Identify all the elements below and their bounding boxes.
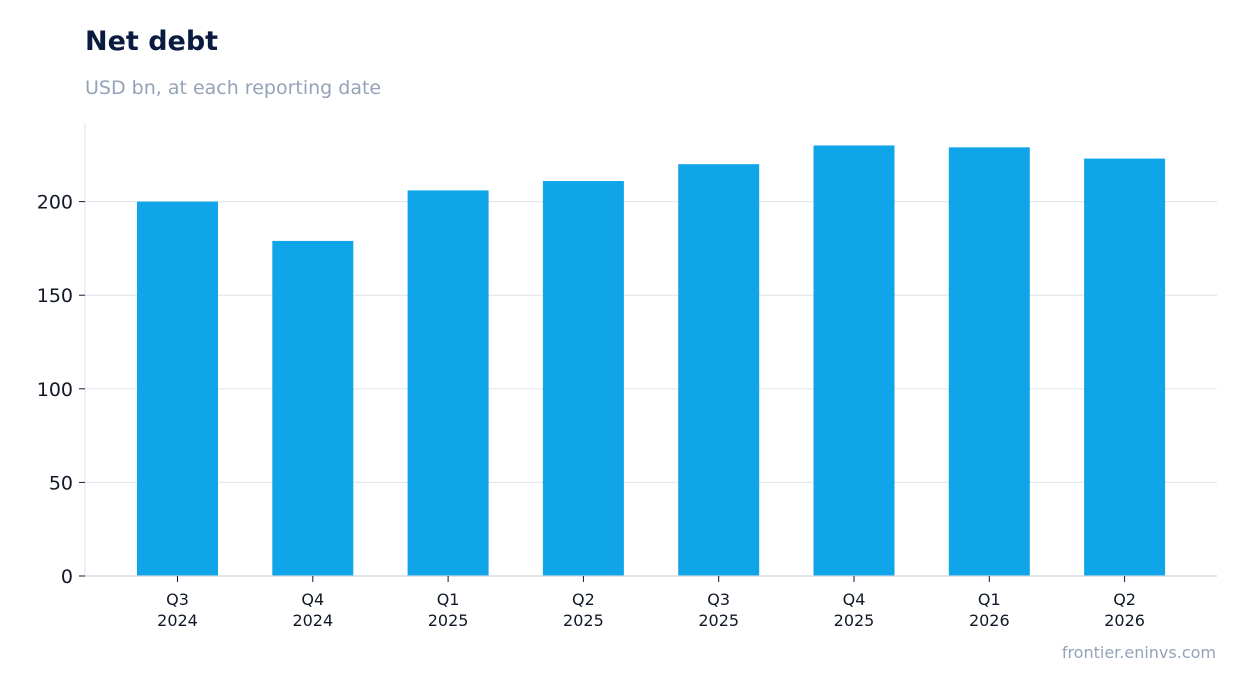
x-tick-label-year: 2025 bbox=[698, 611, 739, 630]
y-tick-label: 200 bbox=[37, 192, 73, 214]
x-tick-label-year: 2025 bbox=[563, 611, 604, 630]
x-tick-label-quarter: Q2 bbox=[1113, 590, 1136, 609]
y-axis-ticks: 0 50 100 150 200 bbox=[37, 192, 85, 588]
x-tick-label-quarter: Q2 bbox=[572, 590, 595, 609]
x-tick-label-year: 2025 bbox=[834, 611, 875, 630]
source-label: frontier.eninvs.com bbox=[1061, 643, 1216, 662]
bar bbox=[948, 147, 1030, 576]
bars bbox=[137, 145, 1166, 577]
chart-title: Net debt bbox=[85, 26, 219, 57]
y-tick-label: 50 bbox=[49, 472, 73, 494]
bar bbox=[542, 181, 624, 576]
chart-subtitle: USD bn, at each reporting date bbox=[85, 77, 382, 99]
axes bbox=[84, 123, 1217, 577]
x-tick-label-quarter: Q4 bbox=[843, 590, 866, 609]
bar bbox=[407, 190, 489, 576]
x-tick-label-year: 2024 bbox=[292, 611, 333, 630]
bar bbox=[1084, 158, 1166, 577]
x-tick-label-year: 2026 bbox=[969, 611, 1010, 630]
y-tick-label: 0 bbox=[61, 566, 73, 588]
x-tick-label-quarter: Q1 bbox=[978, 590, 1001, 609]
bar bbox=[678, 164, 760, 576]
y-tick-label: 150 bbox=[37, 285, 73, 307]
grid-lines bbox=[85, 201, 1217, 484]
x-tick-label-year: 2024 bbox=[157, 611, 198, 630]
x-tick-label-quarter: Q3 bbox=[707, 590, 730, 609]
y-tick-label: 100 bbox=[37, 379, 73, 401]
x-axis-ticks: Q3 2024 Q4 2024 Q1 2025 Q2 2025 Q3 2025 Q4 2025 Q1 20… bbox=[157, 576, 1145, 630]
x-tick-label-quarter: Q4 bbox=[301, 590, 324, 609]
x-tick-label-quarter: Q3 bbox=[166, 590, 189, 609]
bar bbox=[137, 201, 218, 577]
bar bbox=[272, 240, 354, 576]
x-tick-label-quarter: Q1 bbox=[437, 590, 460, 609]
x-tick-label-year: 2026 bbox=[1104, 611, 1145, 630]
bar bbox=[813, 145, 895, 576]
x-tick-label-year: 2025 bbox=[428, 611, 469, 630]
